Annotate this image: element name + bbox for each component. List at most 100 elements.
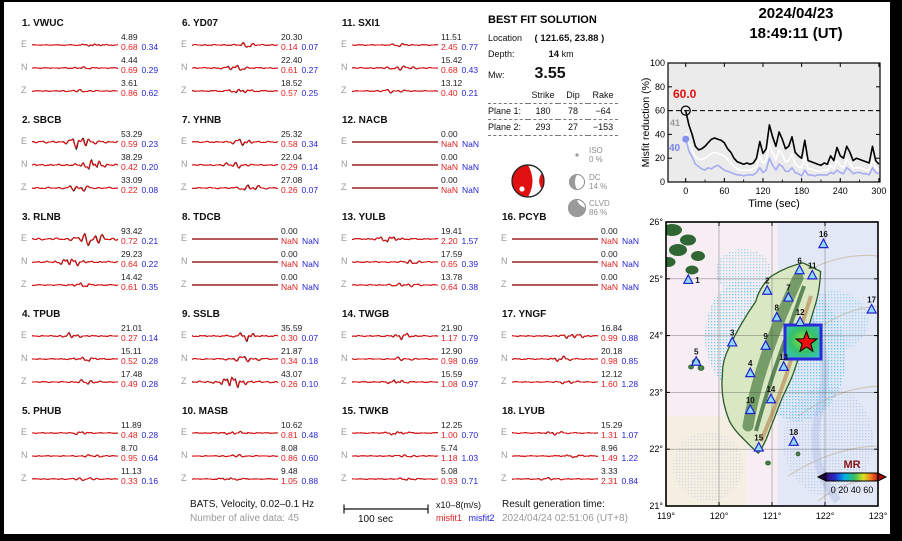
svg-text:121°: 121° — [763, 511, 782, 521]
misfit1-value: 0.64 — [441, 282, 458, 292]
plane2-row: Plane 2: 293 27 −153 — [488, 120, 618, 136]
event-time: 18:49:11 (UT) — [749, 25, 843, 42]
component-label: Z — [21, 182, 27, 192]
component-label: N — [181, 62, 188, 72]
waveform-trace — [512, 355, 599, 363]
plane2-strike: 293 — [535, 122, 551, 132]
waveform-row-n: N 21.87 0.34 0.18 — [176, 346, 332, 370]
trace-values: 53.29 0.59 0.23 — [121, 129, 173, 149]
amplitude-value: 25.32 — [281, 129, 303, 139]
waveform-row-e: E 0.00 NaN NaN — [336, 129, 492, 153]
component-label: E — [181, 427, 188, 437]
mw-row: Mw: 3.55 — [488, 65, 644, 83]
misfit1-value: 0.68 — [441, 65, 458, 75]
clvd-icon — [568, 199, 586, 217]
waveform-row-n: N 8.96 1.49 1.22 — [496, 443, 652, 467]
component-label: N — [21, 159, 28, 169]
dc-item: DC 14 % — [589, 173, 607, 191]
svg-text:300: 300 — [871, 186, 886, 196]
waveform-trace — [192, 138, 279, 147]
map-station-marker-18: 18 — [788, 428, 800, 446]
trace-values: 15.59 1.08 0.97 — [441, 369, 493, 389]
waveform-trace — [32, 158, 119, 171]
solution-title: BEST FIT SOLUTION — [488, 14, 597, 26]
trace-values: 0.00 NaN NaN — [601, 226, 653, 246]
svg-text:60.0: 60.0 — [673, 87, 697, 101]
amplitude-value: 33.09 — [121, 175, 143, 185]
misfit1-value: 0.64 — [121, 259, 138, 269]
amplitude-value: 15.29 — [601, 420, 623, 430]
amplitude-value: 21.90 — [441, 323, 463, 333]
plane1-label: Plane 1: — [488, 106, 522, 116]
trace-values: 4.44 0.69 0.29 — [121, 55, 173, 75]
amplitude-value: 21.87 — [281, 346, 303, 356]
trace-values: 0.00 NaN NaN — [601, 249, 653, 269]
map-station-marker-5: 5 — [690, 348, 702, 366]
misfit2-value: 0.64 — [141, 453, 159, 463]
station-header: 10. MASB — [182, 406, 229, 417]
trace-values: 0.00 NaN NaN — [281, 249, 333, 269]
misfit2-value: NaN — [462, 162, 480, 172]
misfit2-legend: misfit2 — [468, 513, 495, 523]
trace-values: 15.42 0.68 0.43 — [441, 55, 493, 75]
trace-values: 22.04 0.29 0.14 — [281, 152, 333, 172]
trace-values: 29.23 0.64 0.22 — [121, 249, 173, 269]
waveform-trace — [192, 453, 279, 458]
mr-colorbar: MR 0 20 40 60 — [816, 459, 888, 495]
misfit2-value: NaN — [462, 139, 480, 149]
waveform-row-e: E 21.01 0.27 0.14 — [16, 323, 172, 347]
misfit2-value: 0.60 — [301, 453, 319, 463]
svg-text:26°: 26° — [649, 217, 663, 227]
station-block-tdcb: 8. TDCB E 0.00 NaN NaN N 0.00 NaN NaN Z 0.00 NaN NaN — [176, 212, 332, 304]
map-station-marker-13: 13 — [778, 353, 790, 371]
misfit1-value: 0.22 — [121, 185, 138, 195]
amplitude-value: 0.00 — [441, 175, 458, 185]
svg-text:24°: 24° — [649, 331, 663, 341]
iso-item: ISO 0 % — [589, 146, 603, 164]
waveform-row-n: N 20.18 0.98 0.85 — [496, 346, 653, 370]
amplitude-value: 0.00 — [601, 272, 618, 282]
waveform-row-n: N 22.40 0.61 0.27 — [176, 55, 332, 79]
amplitude-value: 0.00 — [441, 152, 458, 162]
misfit2-value: 0.28 — [141, 430, 159, 440]
svg-text:4: 4 — [748, 359, 753, 368]
misfit1-value: 0.98 — [601, 356, 618, 366]
trace-values: 15.11 0.52 0.28 — [121, 346, 173, 366]
misfit1-value: 0.72 — [121, 236, 138, 246]
misfit1-value: 1.05 — [281, 476, 298, 486]
misfit1-value: 0.33 — [121, 476, 138, 486]
col-rake: Rake — [592, 90, 614, 100]
waveform-trace — [512, 476, 599, 481]
misfit2-value: 0.62 — [141, 88, 159, 98]
depth-value: 14 — [548, 49, 560, 60]
nodal-plane-table: Strike Dip Rake Plane 1: 180 78 −64 Plan… — [488, 88, 618, 136]
amplitude-value: 20.30 — [281, 32, 303, 42]
waveform-row-e: E 0.00 NaN NaN — [496, 226, 653, 250]
waveform-trace — [512, 284, 598, 286]
mw-value: 3.55 — [534, 65, 566, 82]
iso-icon — [575, 153, 579, 157]
misfit2-value: 0.21 — [461, 88, 479, 98]
trace-values: 27.08 0.26 0.07 — [281, 175, 333, 195]
waveform-row-n: N 5.74 1.18 1.03 — [336, 443, 492, 467]
component-label: Z — [341, 473, 347, 483]
amplitude-value: 22.40 — [281, 55, 303, 65]
station-block-phub: 5. PHUB E 11.89 0.48 0.28 N 8.70 0.95 0.64 Z 11.13… — [16, 406, 172, 498]
trace-values: 20.18 0.98 0.85 — [601, 346, 653, 366]
misfit1-value: 1.08 — [441, 379, 458, 389]
misfit2-value: NaN — [462, 185, 480, 195]
waveform-trace — [352, 88, 439, 94]
amplitude-value: 17.48 — [121, 369, 143, 379]
misfit1-value: 1.49 — [601, 453, 618, 463]
component-label: Z — [181, 279, 187, 289]
waveform-row-e: E 0.00 NaN NaN — [176, 226, 332, 250]
misfit2-value: 0.28 — [141, 356, 159, 366]
result-time-value: 2024/04/24 02:51:06 (UT+8) — [502, 513, 628, 524]
component-label: Z — [181, 85, 187, 95]
misfit2-value: 0.43 — [461, 65, 479, 75]
map-station-marker-14: 14 — [765, 385, 777, 404]
component-label: E — [501, 330, 508, 340]
station-header: 14. TWGB — [342, 309, 390, 320]
misfit1-value: 0.99 — [601, 333, 618, 343]
svg-text:12: 12 — [796, 308, 805, 317]
